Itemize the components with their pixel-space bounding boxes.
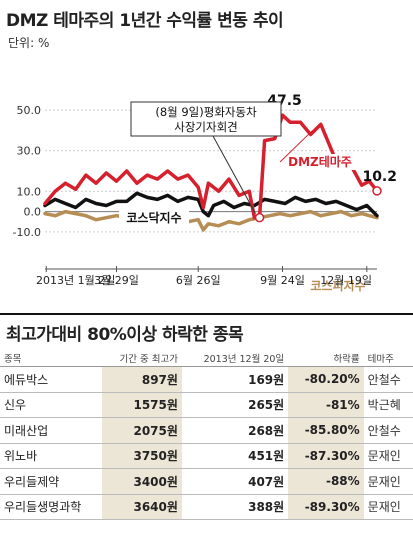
dec20-price-cell: 265원 <box>181 392 289 418</box>
chart-title: DMZ 테마주의 1년간 수익률 변동 추이 <box>6 11 284 31</box>
table-row: 우리들제약 3400원 407원 -88% 문재인 <box>0 468 413 495</box>
period-high-cell: 3640원 <box>102 494 182 520</box>
period-high-cell: 3750원 <box>102 443 182 469</box>
table-row: 위노바 3750원 451원 -87.30% 문재인 <box>0 443 413 469</box>
table-row: 미래산업 2075원 268원 -85.80% 안철수 <box>0 417 413 444</box>
decline-rate-cell: -89.30% <box>288 494 364 520</box>
header-decline-rate: 하락률 <box>288 349 364 367</box>
stock-name-cell: 미래산업 <box>0 417 103 444</box>
x-tick-label: 2013년 1월 2일 <box>36 273 115 287</box>
series-line <box>43 209 379 232</box>
event-callout-text: 사장기자회견 <box>174 120 237 134</box>
y-tick-label: -10.0 <box>13 226 41 239</box>
header-theme: 테마주 <box>363 349 413 367</box>
decline-rate-cell: -81% <box>288 392 364 418</box>
decline-rate-cell: -88% <box>288 468 364 495</box>
series-name-label: DMZ테마주 <box>288 154 352 169</box>
header-dec20-price: 2013년 12월 20일 <box>181 349 289 367</box>
stock-name-cell: 신우 <box>0 392 103 418</box>
series-label-bg <box>303 278 373 294</box>
decline-table: 종목 기간 중 최고가 2013년 12월 20일 하락률 테마주 에듀박스 89… <box>0 349 413 520</box>
header-period-high: 기간 중 최고가 <box>102 349 182 367</box>
series-name-label: 코스피지수 <box>310 278 365 293</box>
dec20-price-cell: 268원 <box>181 417 289 444</box>
theme-cell: 안철수 <box>363 417 413 444</box>
last-value-label: 10.2 <box>362 169 397 185</box>
theme-cell: 문재인 <box>363 494 413 520</box>
theme-cell: 문재인 <box>363 468 413 495</box>
event-leader-line <box>212 135 256 214</box>
stock-name-cell: 우리들제약 <box>0 468 103 495</box>
dec20-price-cell: 388원 <box>181 494 289 520</box>
y-tick-label: 50.0 <box>17 104 42 117</box>
period-high-cell: 897원 <box>102 366 182 393</box>
theme-cell: 박근혜 <box>363 392 413 418</box>
series-name-label: 코스닥지수 <box>126 210 181 225</box>
table-title: 최고가대비 80%이상 하락한 종목 <box>6 325 244 345</box>
series-line <box>43 113 379 220</box>
table-header-row: 종목 기간 중 최고가 2013년 12월 20일 하락률 테마주 <box>0 349 413 367</box>
unit-label: 단위: % <box>8 36 50 50</box>
dec20-price-cell: 407원 <box>181 468 289 495</box>
x-tick-label: 3월 29일 <box>94 273 139 287</box>
y-tick-label: 10.0 <box>17 185 42 198</box>
theme-cell: 문재인 <box>363 443 413 469</box>
series-label-bg <box>119 210 189 226</box>
line-chart: 50.030.010.00.0-10.0 47.510.2(8월 9일)평화자동… <box>13 93 397 294</box>
event-marker <box>254 212 265 223</box>
event-callout-box <box>130 101 282 137</box>
decline-rate-cell: -80.20% <box>288 366 364 393</box>
x-tick-label: 12월 19일 <box>320 273 372 287</box>
dec20-price-cell: 169원 <box>181 366 289 393</box>
last-point-marker <box>372 186 382 196</box>
stock-name-cell: 에듀박스 <box>0 366 103 393</box>
x-tick-label: 6월 26일 <box>176 273 221 287</box>
period-high-cell: 1575원 <box>102 392 182 418</box>
y-tick-label: 30.0 <box>17 145 42 158</box>
table-row: 우리들생명과학 3640원 388원 -89.30% 문재인 <box>0 494 413 520</box>
stock-name-cell: 위노바 <box>0 443 103 469</box>
series-line <box>43 191 379 218</box>
x-tick-label: 9월 24일 <box>260 273 305 287</box>
event-callout-text: (8월 9일)평화자동차 <box>155 105 257 119</box>
section-divider <box>0 313 413 315</box>
decline-rate-cell: -85.80% <box>288 417 364 444</box>
table-row: 신우 1575원 265원 -81% 박근혜 <box>0 392 413 418</box>
y-tick-label: 0.0 <box>24 206 42 219</box>
period-high-cell: 2075원 <box>102 417 182 444</box>
dec20-price-cell: 451원 <box>181 443 289 469</box>
series-label-bg <box>279 154 361 170</box>
header-stock: 종목 <box>0 349 103 367</box>
table-row: 에듀박스 897원 169원 -80.20% 안철수 <box>0 366 413 393</box>
decline-rate-cell: -87.30% <box>288 443 364 469</box>
theme-cell: 안철수 <box>363 366 413 393</box>
series-leader-line <box>279 130 313 163</box>
stock-name-cell: 우리들생명과학 <box>0 494 103 520</box>
period-high-cell: 3400원 <box>102 468 182 495</box>
